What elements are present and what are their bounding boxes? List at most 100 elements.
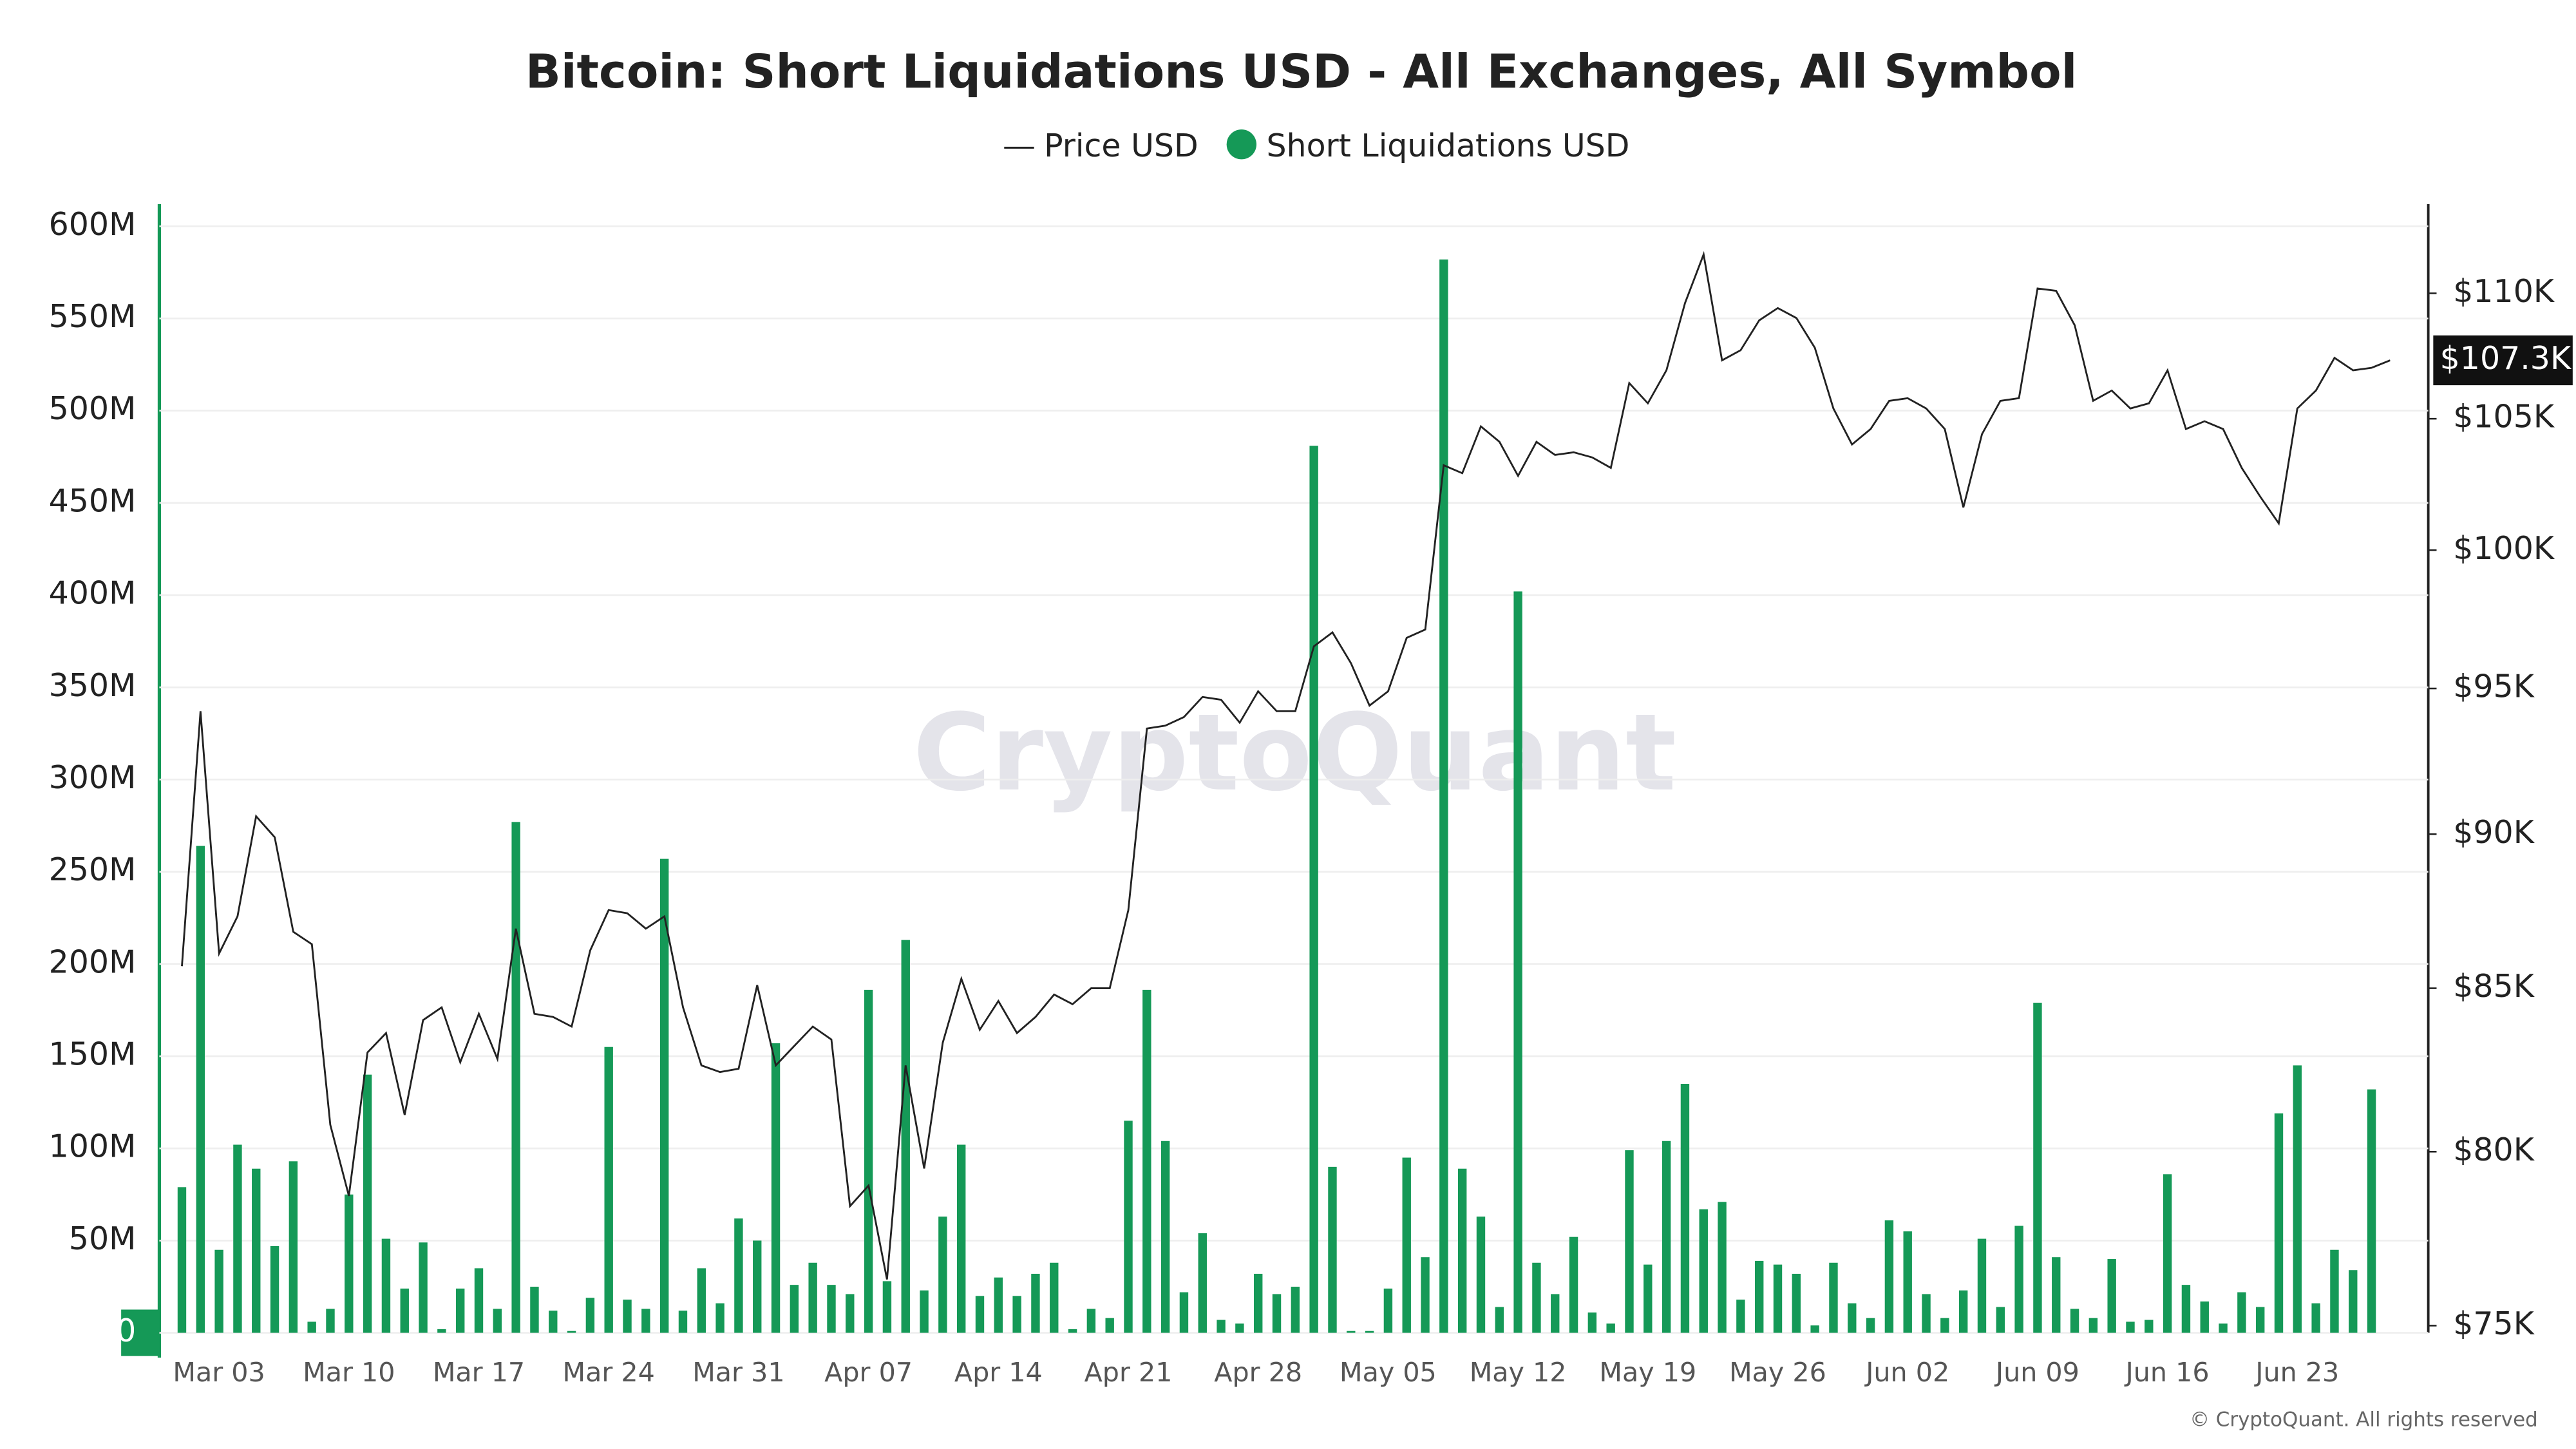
bar: [2330, 1249, 2339, 1333]
bar: [363, 1074, 372, 1333]
bar: [1421, 1257, 1430, 1333]
x-tick-label: May 19: [1599, 1357, 1696, 1388]
bar: [1958, 1290, 1968, 1333]
x-tick-label: Jun 09: [1994, 1357, 2079, 1388]
bar: [381, 1238, 391, 1333]
bar: [901, 940, 910, 1333]
watermark: CryptoQuant: [913, 691, 1676, 815]
bar: [920, 1290, 929, 1333]
bar: [233, 1144, 242, 1333]
bar: [1922, 1294, 1931, 1333]
bar: [1439, 259, 1448, 1333]
y-tick-label: 250M: [49, 851, 137, 888]
bar: [437, 1329, 446, 1333]
bar: [994, 1277, 1003, 1333]
bar: [623, 1300, 632, 1333]
bar: [734, 1218, 743, 1333]
y-tick-label: 450M: [49, 482, 137, 519]
bar: [790, 1285, 799, 1333]
bar: [1142, 989, 1151, 1333]
bar: [2200, 1301, 2209, 1333]
x-tick-label: Jun 23: [2253, 1357, 2339, 1388]
bar: [1105, 1318, 1114, 1333]
bar: [1235, 1323, 1244, 1333]
y2-tick-label: $85K: [2453, 968, 2535, 1005]
bar: [1569, 1236, 1578, 1333]
bar: [1810, 1325, 1819, 1333]
chart-title: Bitcoin: Short Liquidations USD - All Ex…: [526, 45, 2078, 99]
bar: [2311, 1303, 2320, 1333]
bar: [567, 1331, 576, 1333]
bar: [1792, 1273, 1801, 1333]
x-tick-label: Mar 10: [303, 1357, 395, 1388]
bar: [659, 858, 669, 1333]
bar: [400, 1288, 409, 1333]
bar: [1866, 1318, 1875, 1333]
bar: [1031, 1273, 1040, 1333]
y-tick-label: 0: [116, 1312, 136, 1349]
bar: [1884, 1220, 1894, 1333]
bar: [1495, 1307, 1504, 1333]
x-tick-label: Apr 28: [1214, 1357, 1302, 1388]
bar: [1606, 1323, 1615, 1333]
y-tick-label: 400M: [49, 575, 137, 612]
bar: [1903, 1231, 1912, 1333]
bar: [1773, 1264, 1783, 1333]
bar: [493, 1309, 502, 1333]
bar: [1050, 1262, 1059, 1333]
bar: [289, 1161, 298, 1333]
y-tick-label: 50M: [69, 1220, 137, 1257]
bar: [956, 1144, 966, 1333]
bar: [2274, 1113, 2284, 1333]
bar: [2088, 1318, 2098, 1333]
bar: [2349, 1270, 2358, 1333]
bar: [2014, 1226, 2023, 1333]
bar: [1587, 1312, 1597, 1333]
x-tick-label: Mar 03: [173, 1357, 265, 1388]
bar: [1402, 1157, 1411, 1333]
y2-tick-label: $105K: [2453, 399, 2555, 435]
x-tick-label: Jun 16: [2124, 1357, 2210, 1388]
bar: [771, 1043, 781, 1333]
bar: [1699, 1209, 1708, 1333]
bar: [1179, 1292, 1189, 1333]
bar: [2070, 1309, 2079, 1333]
x-tick-label: Apr 14: [954, 1357, 1043, 1388]
bar: [345, 1194, 354, 1333]
y2-tick-label: $110K: [2453, 273, 2555, 310]
bar: [1736, 1300, 1745, 1333]
x-tick-label: May 12: [1470, 1357, 1567, 1388]
bar: [2237, 1292, 2246, 1333]
bar: [864, 989, 873, 1333]
bar: [846, 1294, 855, 1333]
zero-label-box: [121, 1309, 160, 1356]
bar: [1940, 1318, 1949, 1333]
bar: [1383, 1288, 1393, 1333]
bar: [808, 1262, 817, 1333]
bar: [455, 1288, 465, 1333]
x-tick-label: May 26: [1729, 1357, 1826, 1388]
bar: [938, 1217, 947, 1333]
bar: [604, 1046, 613, 1333]
bar: [252, 1168, 261, 1333]
bar: [2181, 1285, 2191, 1333]
bar: [1848, 1303, 1857, 1333]
bar: [214, 1249, 223, 1333]
last-price-label: $107.3K: [2440, 340, 2572, 377]
y2-tick-label: $95K: [2453, 668, 2535, 705]
bar: [2255, 1307, 2265, 1333]
legend-dot-swatch: [1226, 129, 1257, 160]
bar: [678, 1311, 688, 1333]
bar: [1012, 1296, 1021, 1333]
last-price-box: [2433, 335, 2573, 386]
bar: [1198, 1233, 1207, 1333]
bar: [1365, 1331, 1374, 1333]
y-tick-label: 300M: [49, 759, 137, 796]
bar: [2107, 1259, 2116, 1333]
bar: [1680, 1083, 1690, 1333]
bar: [1068, 1329, 1077, 1333]
bar: [1718, 1202, 1727, 1333]
bar: [827, 1285, 836, 1333]
bar: [2367, 1089, 2376, 1333]
